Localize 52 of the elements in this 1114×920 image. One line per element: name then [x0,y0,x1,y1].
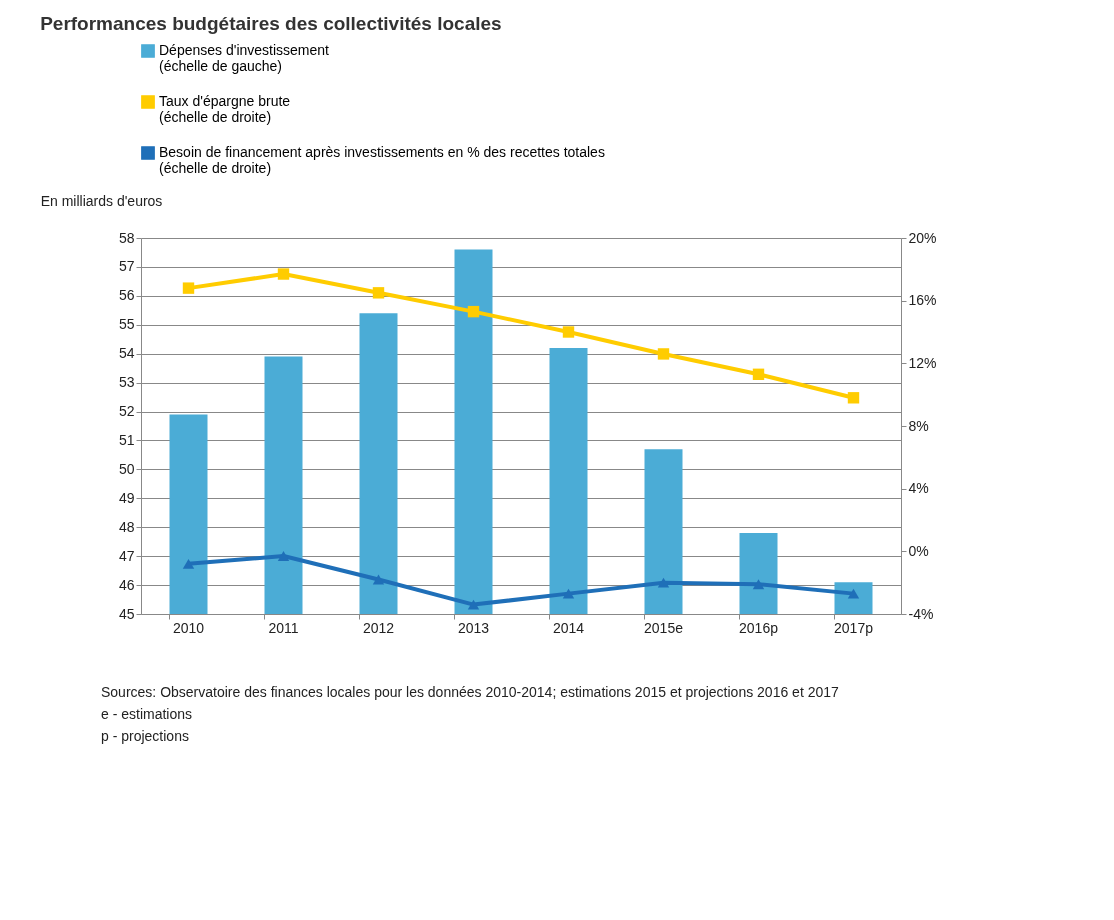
text: p - projections [101,728,189,744]
x-tick-label: 2013 [457,619,490,636]
point [657,577,670,588]
x-tick-label: 2017p [834,619,874,636]
x-tick-label: 2012 [362,619,395,636]
y2-tick-label: 16% [908,292,937,309]
y-tick-label: 49 [118,489,135,506]
y2-tick-label: 0% [908,542,929,559]
y-tick-label: 52 [118,403,135,420]
y-tick-label: 45 [118,605,135,622]
point [752,368,765,380]
x-tick-label: 2016p [739,619,779,636]
point [847,392,860,404]
y-tick-label: 50 [118,460,135,477]
legend-label: Taux d'épargne brute (échelle de droite) [159,93,291,125]
y-tick-label: 56 [118,287,135,304]
y-tick-label: 46 [118,576,135,593]
y2-tick-label: 12% [908,354,937,371]
point [182,558,195,569]
legend-label: Besoin de financement après investissements en % des recettes totales (échelle de droite) [159,144,605,176]
point [182,282,195,294]
x-tick-label: 2011 [268,619,299,636]
point [752,579,765,590]
point [657,348,670,360]
y-tick-label: 58 [118,229,135,246]
y2-tick-label: -4% [908,605,934,622]
point [372,287,385,299]
y-tick-label: 55 [118,316,135,333]
y-tick-label: 54 [118,345,135,362]
y-tick-label: 53 [118,374,135,391]
y-tick-label: 57 [118,258,135,275]
point [467,599,480,610]
point [277,551,290,561]
source-note: Sources: Observatoire des finances locales pour les données 2010-2014; estimations 2015 et projections 2016 et 2017 [101,684,840,700]
point [467,305,480,318]
y2-tick-label: 8% [908,417,929,434]
point [562,588,575,599]
chart-title: Performances budgétaires des collectivités locales [40,13,502,34]
y-tick-label: 51 [118,431,135,448]
y2-tick-label: 4% [908,480,929,497]
legend-label: Dépenses d'investissement (échelle de gauche) [159,42,330,74]
text: e - estimations [101,706,193,722]
y2-tick-label: 20% [908,229,937,246]
x-tick-label: 2010 [172,619,205,636]
x-tick-label: 2015e [644,619,684,636]
point [562,326,575,338]
y-axis-title: En milliards d'euros [40,192,163,209]
y-tick-label: 47 [118,547,135,564]
point [277,268,290,280]
point [372,574,385,585]
x-tick-label: 2014 [552,619,585,636]
y-tick-label: 48 [118,518,135,535]
